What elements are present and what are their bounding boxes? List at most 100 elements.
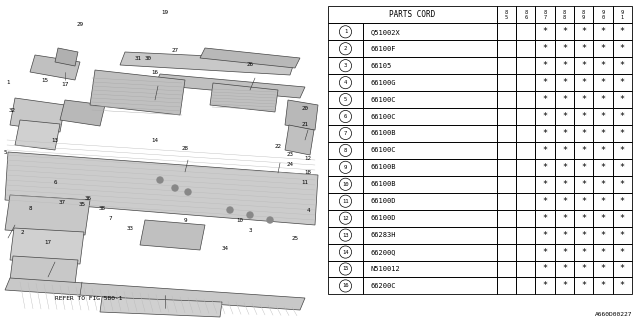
Bar bbox=[555, 227, 574, 244]
Text: *: * bbox=[620, 27, 625, 36]
Text: 66100B: 66100B bbox=[371, 164, 396, 170]
Text: *: * bbox=[620, 146, 625, 155]
Text: 66105: 66105 bbox=[371, 63, 392, 69]
Text: 66100C: 66100C bbox=[371, 97, 396, 103]
Text: *: * bbox=[620, 78, 625, 87]
Bar bbox=[612, 57, 632, 74]
Text: 2: 2 bbox=[20, 229, 24, 235]
Bar bbox=[612, 108, 632, 125]
Bar bbox=[328, 159, 363, 176]
Bar bbox=[574, 159, 593, 176]
Bar bbox=[536, 176, 555, 193]
Text: *: * bbox=[620, 61, 625, 70]
Bar bbox=[516, 6, 536, 23]
Text: *: * bbox=[600, 197, 605, 206]
Bar bbox=[574, 244, 593, 260]
Text: *: * bbox=[620, 95, 625, 104]
Bar bbox=[363, 125, 497, 142]
Text: *: * bbox=[620, 180, 625, 189]
Text: 1: 1 bbox=[6, 79, 10, 84]
Text: *: * bbox=[600, 44, 605, 53]
Text: 9
0: 9 0 bbox=[602, 10, 605, 20]
Bar bbox=[497, 6, 516, 23]
Text: 3: 3 bbox=[344, 63, 347, 68]
Bar bbox=[593, 40, 612, 57]
Bar bbox=[612, 277, 632, 294]
Text: *: * bbox=[543, 61, 548, 70]
Bar bbox=[593, 277, 612, 294]
Text: 14: 14 bbox=[152, 138, 159, 142]
Text: *: * bbox=[600, 163, 605, 172]
Bar bbox=[536, 125, 555, 142]
Circle shape bbox=[172, 185, 178, 191]
Text: *: * bbox=[620, 112, 625, 121]
Bar bbox=[574, 125, 593, 142]
Bar bbox=[363, 244, 497, 260]
Circle shape bbox=[267, 217, 273, 223]
Bar bbox=[497, 260, 516, 277]
Text: 21: 21 bbox=[301, 123, 308, 127]
Bar bbox=[516, 159, 536, 176]
Text: *: * bbox=[581, 231, 586, 240]
Text: *: * bbox=[562, 180, 567, 189]
Text: 31: 31 bbox=[134, 55, 141, 60]
Bar bbox=[516, 277, 536, 294]
Bar bbox=[574, 176, 593, 193]
Text: 33: 33 bbox=[127, 226, 134, 230]
Text: 11: 11 bbox=[301, 180, 308, 186]
Polygon shape bbox=[30, 55, 80, 80]
Bar bbox=[328, 6, 497, 23]
Bar bbox=[612, 244, 632, 260]
Bar bbox=[363, 40, 497, 57]
Text: *: * bbox=[581, 27, 586, 36]
Polygon shape bbox=[15, 120, 60, 150]
Text: *: * bbox=[620, 197, 625, 206]
Bar bbox=[593, 57, 612, 74]
Polygon shape bbox=[155, 74, 305, 98]
Text: 22: 22 bbox=[275, 145, 282, 149]
Bar bbox=[593, 6, 612, 23]
Text: 66100B: 66100B bbox=[371, 131, 396, 136]
Text: A660D00227: A660D00227 bbox=[595, 312, 632, 317]
Text: N510012: N510012 bbox=[371, 266, 401, 272]
Bar bbox=[612, 142, 632, 159]
Text: 66283H: 66283H bbox=[371, 232, 396, 238]
Text: 66100C: 66100C bbox=[371, 114, 396, 119]
Bar bbox=[574, 74, 593, 91]
Text: 8
8: 8 8 bbox=[563, 10, 566, 20]
Text: 15: 15 bbox=[42, 77, 49, 83]
Text: 16: 16 bbox=[342, 284, 349, 288]
Bar bbox=[555, 108, 574, 125]
Bar bbox=[593, 23, 612, 40]
Text: *: * bbox=[562, 44, 567, 53]
Text: *: * bbox=[562, 248, 567, 257]
Bar bbox=[612, 91, 632, 108]
Text: *: * bbox=[543, 129, 548, 138]
Bar bbox=[593, 91, 612, 108]
Bar bbox=[516, 244, 536, 260]
Bar bbox=[574, 227, 593, 244]
Bar bbox=[497, 193, 516, 210]
Text: *: * bbox=[581, 112, 586, 121]
Bar bbox=[574, 260, 593, 277]
Text: *: * bbox=[543, 163, 548, 172]
Bar bbox=[593, 159, 612, 176]
Polygon shape bbox=[140, 220, 205, 250]
Text: *: * bbox=[600, 248, 605, 257]
Text: *: * bbox=[620, 231, 625, 240]
Text: *: * bbox=[600, 214, 605, 223]
Text: *: * bbox=[581, 95, 586, 104]
Text: 4: 4 bbox=[307, 207, 310, 212]
Bar bbox=[536, 260, 555, 277]
Bar bbox=[328, 125, 363, 142]
Bar bbox=[555, 23, 574, 40]
Text: 28: 28 bbox=[182, 146, 189, 150]
Bar bbox=[536, 40, 555, 57]
Bar bbox=[612, 193, 632, 210]
Text: 26: 26 bbox=[246, 62, 253, 68]
Text: *: * bbox=[562, 112, 567, 121]
Bar bbox=[516, 40, 536, 57]
Bar bbox=[536, 74, 555, 91]
Text: *: * bbox=[581, 129, 586, 138]
Bar bbox=[516, 260, 536, 277]
